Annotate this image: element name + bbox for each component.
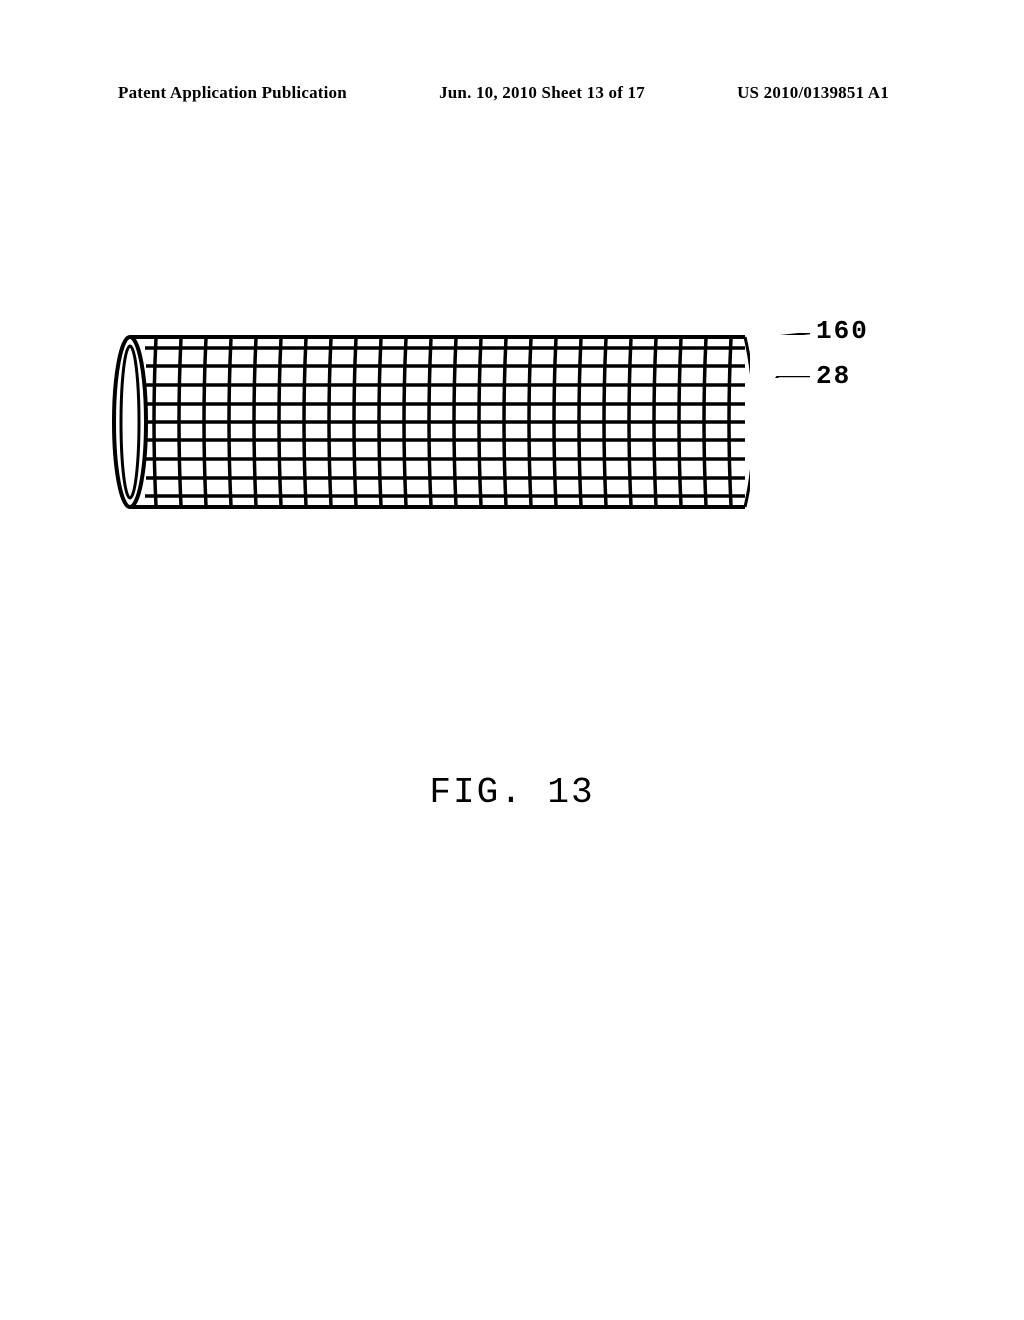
header-date-sheet: Jun. 10, 2010 Sheet 13 of 17 (439, 83, 645, 103)
header-patent-number: US 2010/0139851 A1 (737, 83, 889, 103)
lead-line-28 (750, 376, 812, 378)
cylinder-figure (110, 330, 750, 515)
figure-caption: FIG. 13 (0, 772, 1024, 813)
reference-label-28: 28 (816, 361, 851, 391)
header-publication-type: Patent Application Publication (118, 83, 347, 103)
lead-line-160 (745, 333, 813, 335)
reference-label-160: 160 (816, 316, 869, 346)
cylinder-svg (110, 330, 750, 515)
patent-header: Patent Application Publication Jun. 10, … (0, 83, 1024, 103)
